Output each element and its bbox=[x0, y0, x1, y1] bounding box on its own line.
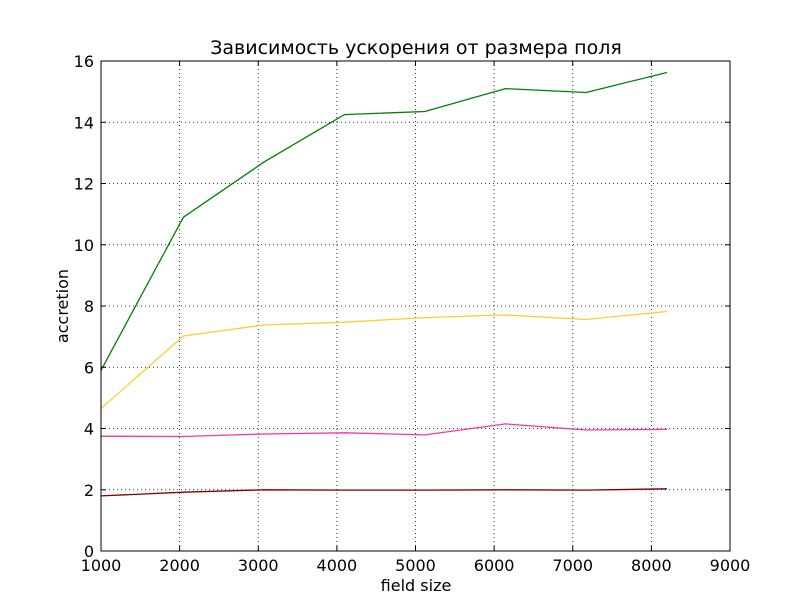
series-lines bbox=[100, 71, 668, 497]
y-tick-label: 6 bbox=[84, 358, 94, 377]
x-tick-label: 6000 bbox=[474, 556, 515, 575]
x-tick-label: 8000 bbox=[631, 556, 672, 575]
x-tick-label: 1000 bbox=[81, 556, 122, 575]
x-tick-label: 4000 bbox=[317, 556, 358, 575]
series-1-point bbox=[585, 91, 587, 94]
chart-title: Зависимость ускорения от размера поля bbox=[210, 37, 622, 59]
y-axis-label: accretion bbox=[53, 269, 72, 343]
series-line-1 bbox=[100, 71, 667, 371]
series-line-2 bbox=[100, 310, 667, 410]
grid-lines bbox=[101, 61, 730, 551]
y-tick-label: 14 bbox=[74, 113, 94, 132]
y-tick-label: 12 bbox=[74, 175, 94, 194]
y-tick-label: 4 bbox=[84, 420, 94, 439]
x-tick-label: 7000 bbox=[552, 556, 593, 575]
y-tick-label: 16 bbox=[74, 52, 94, 71]
series-4-point bbox=[504, 489, 507, 491]
series-4-point bbox=[182, 491, 184, 493]
series-1-point bbox=[182, 216, 184, 218]
series-1-point bbox=[424, 110, 426, 113]
series-4-point bbox=[665, 488, 668, 490]
x-tick-label: 2000 bbox=[159, 556, 200, 575]
series-1-point bbox=[665, 72, 668, 74]
x-axis-label: field size bbox=[381, 576, 452, 595]
series-2-point bbox=[504, 314, 507, 316]
x-tick-label: 9000 bbox=[710, 556, 751, 575]
series-4-point bbox=[424, 489, 426, 491]
series-2-point bbox=[424, 317, 426, 319]
series-4-point bbox=[585, 489, 587, 491]
series-2-point bbox=[182, 335, 184, 337]
series-2-point bbox=[665, 310, 668, 313]
series-2-point bbox=[343, 321, 346, 323]
series-3-point bbox=[263, 433, 265, 435]
series-3-point bbox=[182, 435, 184, 438]
y-tick-label: 10 bbox=[74, 236, 94, 255]
series-4-point bbox=[263, 489, 265, 491]
series-2-point bbox=[585, 318, 587, 321]
series-4-point bbox=[343, 489, 346, 491]
series-3-point bbox=[585, 429, 587, 431]
y-tick-label: 2 bbox=[84, 481, 94, 500]
series-2-point bbox=[263, 324, 265, 326]
series-1-point bbox=[263, 161, 265, 163]
x-tick-label: 5000 bbox=[395, 556, 436, 575]
series-3-point bbox=[665, 428, 668, 431]
series-3-point bbox=[424, 434, 426, 436]
series-1-point bbox=[504, 87, 507, 90]
series-3-point bbox=[343, 432, 346, 434]
series-line-4 bbox=[100, 488, 667, 497]
y-tick-label: 0 bbox=[84, 542, 94, 561]
x-tick-label: 3000 bbox=[238, 556, 279, 575]
series-3-point bbox=[504, 423, 507, 425]
series-line-3 bbox=[100, 423, 667, 438]
series-1-point bbox=[343, 113, 346, 116]
y-tick-label: 8 bbox=[84, 297, 94, 316]
axis-ticks: 1000 2000 3000 4000 5000 6000 7000 8000 9000 0 2 4 6… bbox=[74, 52, 751, 575]
